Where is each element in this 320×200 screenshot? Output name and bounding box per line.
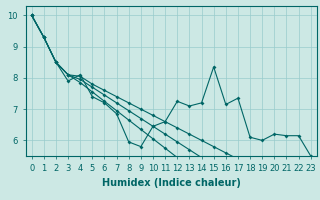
X-axis label: Humidex (Indice chaleur): Humidex (Indice chaleur) bbox=[102, 178, 241, 188]
